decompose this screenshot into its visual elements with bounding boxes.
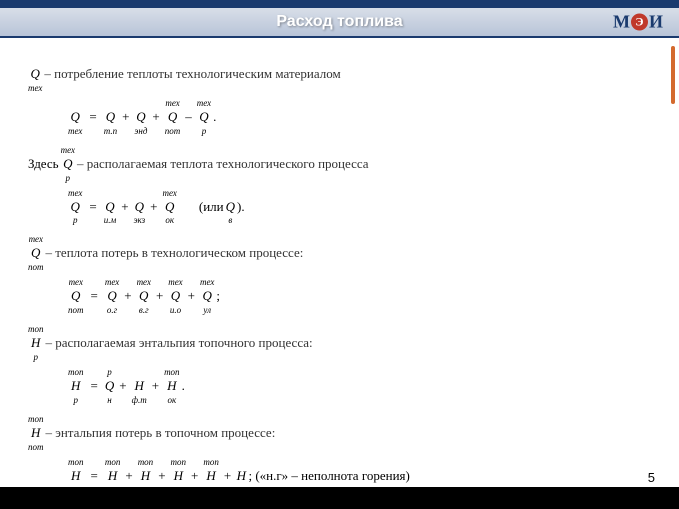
def-5: топHпот – энтальпия потерь в топочном пр… bbox=[28, 415, 651, 452]
content: Qтех – потребление теплоты технологическ… bbox=[0, 38, 679, 508]
def-4-text: – располагаемая энтальпия топочного проц… bbox=[46, 334, 313, 353]
slide-title: Расход топлива bbox=[276, 13, 402, 31]
def-2: Здесь техQр – располагаемая теплота техн… bbox=[28, 146, 651, 183]
eq-1: Qтех = Qт.п + Qэнд + техQпот – техQр . bbox=[68, 99, 651, 136]
eq-2: техQр = Qи.м + Qэкз + техQок (или Qв ). bbox=[68, 189, 651, 226]
def-1: Qтех – потребление теплоты технологическ… bbox=[28, 56, 651, 93]
eq-3: техQпот = техQо.г + техQв.г + техQи.о + … bbox=[68, 278, 651, 315]
logo-letter-m: М bbox=[613, 12, 630, 33]
eq-4: топHр = рQн + Hф.т + топHок . bbox=[68, 368, 651, 405]
def-1-text: – потребление теплоты технологическим ма… bbox=[44, 65, 340, 84]
def-3: техQпот – теплота потерь в технологическ… bbox=[28, 235, 651, 272]
bottom-bar bbox=[0, 487, 679, 509]
page-number: 5 bbox=[648, 470, 655, 485]
def-5-text: – энтальпия потерь в топочном процессе: bbox=[46, 424, 276, 443]
eq-5-note: ; («н.г» – неполнота горения) bbox=[248, 467, 409, 486]
def-4: топHр – располагаемая энтальпия топочног… bbox=[28, 325, 651, 362]
top-navy-bar bbox=[0, 0, 679, 8]
logo-letter-e: Э bbox=[631, 14, 648, 31]
def-3-text: – теплота потерь в технологическом проце… bbox=[46, 244, 304, 263]
logo: М Э И bbox=[613, 12, 663, 33]
side-indicator bbox=[671, 46, 675, 104]
logo-letter-i: И bbox=[649, 12, 663, 33]
def-2-text: – располагаемая теплота технологического… bbox=[77, 155, 369, 174]
header: Расход топлива М Э И bbox=[0, 8, 679, 38]
